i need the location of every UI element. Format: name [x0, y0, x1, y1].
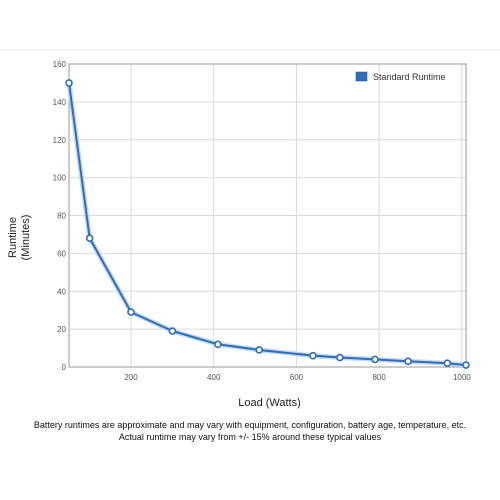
y-tick-label: 100: [53, 174, 67, 183]
data-point[interactable]: [371, 355, 379, 364]
plot-border: [68, 63, 467, 368]
grid-layer: [69, 63, 466, 368]
x-tick-label: 800: [372, 373, 386, 382]
data-point[interactable]: [404, 357, 412, 366]
y-tick-label: 0: [62, 363, 67, 372]
data-point[interactable]: [255, 346, 264, 354]
series-line: [68, 82, 467, 367]
runtime-variance-note: Actual runtime may vary from +/- 15% aro…: [118, 432, 382, 442]
x-tick-label: 600: [290, 373, 304, 382]
legend: Standard Runtime: [355, 71, 446, 82]
data-point[interactable]: [168, 327, 177, 335]
series-layer: [65, 79, 470, 369]
y-tick-label: 40: [57, 287, 66, 296]
axis-titles: Load (Watts) Runtime (Minutes): [7, 215, 301, 409]
data-point[interactable]: [85, 234, 94, 243]
x-axis-title: Load (Watts): [238, 397, 301, 409]
data-point[interactable]: [336, 353, 344, 362]
y-axis-title: Runtime: [7, 217, 19, 258]
data-point[interactable]: [65, 79, 73, 87]
x-tick-label: 1000: [453, 373, 471, 382]
y-tick-label: 140: [53, 98, 67, 107]
header-divider: [0, 49, 500, 50]
y-tick-label: 120: [53, 136, 67, 145]
data-point[interactable]: [127, 308, 135, 316]
y-tick-label: 60: [57, 249, 66, 258]
data-point[interactable]: [214, 340, 222, 349]
y-tick-label: 160: [53, 60, 67, 69]
data-point[interactable]: [462, 361, 470, 369]
data-point[interactable]: [309, 351, 317, 360]
y-tick-label: 20: [57, 325, 66, 334]
legend-swatch: [355, 71, 368, 82]
legend-label: Standard Runtime: [373, 72, 446, 82]
x-tick-label: 400: [207, 373, 221, 382]
y-axis-subtitle: (Minutes): [20, 215, 32, 261]
y-tick-label: 80: [57, 212, 66, 221]
runtime-disclaimer: Battery runtimes are approximate and may…: [33, 420, 467, 430]
data-point[interactable]: [443, 359, 452, 368]
x-tick-label: 200: [124, 373, 138, 382]
axis-layer: 0 20 40 60 80 100 120 140 160 200 400 600 800 1000: [53, 60, 472, 382]
